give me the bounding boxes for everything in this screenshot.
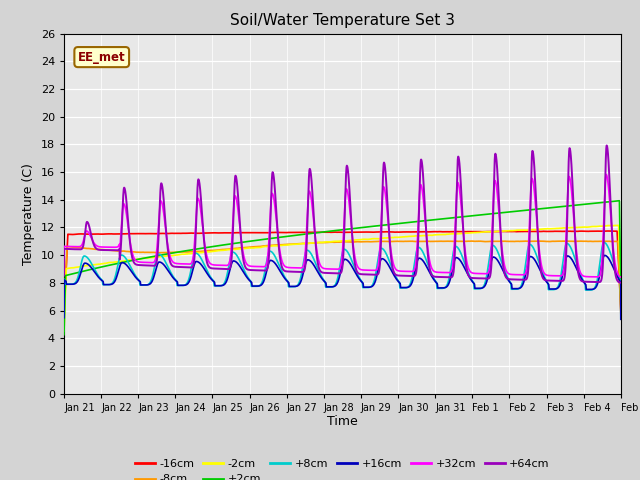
X-axis label: Time: Time <box>327 415 358 429</box>
Title: Soil/Water Temperature Set 3: Soil/Water Temperature Set 3 <box>230 13 455 28</box>
Y-axis label: Temperature (C): Temperature (C) <box>22 163 35 264</box>
Text: EE_met: EE_met <box>78 50 125 63</box>
Legend: -16cm, -8cm, -2cm, +2cm, +8cm, +16cm, +32cm, +64cm: -16cm, -8cm, -2cm, +2cm, +8cm, +16cm, +3… <box>131 455 554 480</box>
